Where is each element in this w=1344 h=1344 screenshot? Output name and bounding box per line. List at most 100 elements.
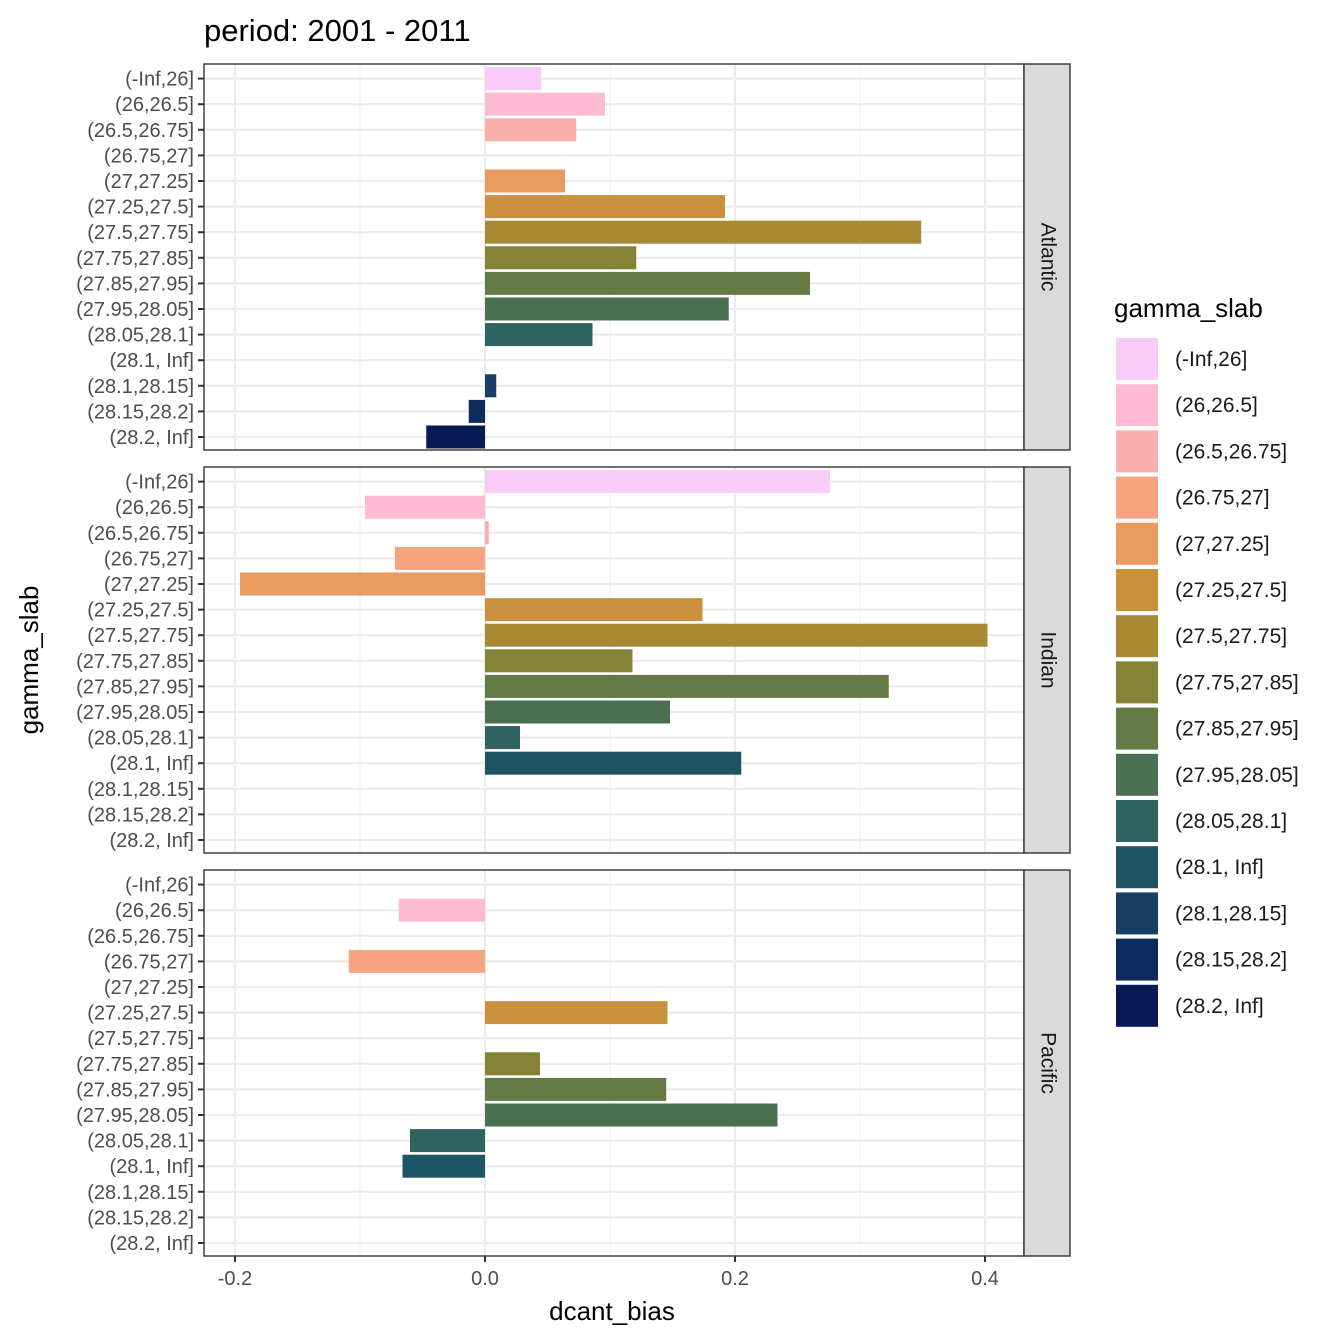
y-tick-label: (27.5,27.75] bbox=[87, 222, 194, 244]
legend-label: (26.75,27] bbox=[1175, 487, 1270, 510]
x-tick-label: -0.2 bbox=[218, 1268, 252, 1290]
y-tick-label: (27,27.25] bbox=[104, 171, 194, 193]
bar-atlantic-6 bbox=[485, 220, 922, 244]
y-tick-label: (28.05,28.1] bbox=[87, 325, 194, 347]
y-tick-label: (27.25,27.5] bbox=[87, 197, 194, 219]
y-tick-label: (26.75,27] bbox=[104, 548, 194, 570]
x-axis: -0.2 0.0 0.2 0.4 bbox=[218, 1256, 999, 1290]
bar-atlantic-1 bbox=[485, 92, 605, 116]
bar-indian-4 bbox=[240, 572, 485, 596]
legend-key bbox=[1116, 892, 1158, 935]
y-tick-label: (28.15,28.2] bbox=[87, 804, 194, 826]
y-tick-label: (27.75,27.85] bbox=[76, 1054, 194, 1076]
y-tick-label: (27.75,27.85] bbox=[76, 248, 194, 270]
panel-atlantic: (-Inf,26] (26,26.5] (26.5,26.75] (26.75,27]… bbox=[76, 63, 1071, 451]
y-tick-label: (26,26.5] bbox=[115, 497, 194, 519]
x-tick-label: 0.0 bbox=[471, 1268, 499, 1290]
bar-indian-11 bbox=[485, 751, 742, 775]
legend-key bbox=[1116, 522, 1158, 565]
facet-strip-label: Atlantic bbox=[1036, 223, 1059, 292]
y-tick-label: (26.5,26.75] bbox=[87, 926, 194, 948]
bar-indian-0 bbox=[485, 470, 830, 494]
legend-label: (27.85,27.95] bbox=[1175, 718, 1299, 741]
bar-indian-10 bbox=[485, 726, 520, 750]
legend-label: (-Inf,26] bbox=[1175, 348, 1247, 371]
y-tick-label: (27.95,28.05] bbox=[76, 1105, 194, 1127]
y-tick-label: (26.5,26.75] bbox=[87, 523, 194, 545]
legend-key bbox=[1116, 430, 1158, 473]
y-tick-label: (27.85,27.95] bbox=[76, 676, 194, 698]
y-tick-label: (27,27.25] bbox=[104, 977, 194, 999]
legend-key bbox=[1116, 615, 1158, 658]
bar-pacific-7 bbox=[485, 1052, 540, 1076]
bar-atlantic-0 bbox=[485, 67, 542, 91]
y-tick-label: (28.15,28.2] bbox=[87, 1207, 194, 1229]
bar-atlantic-2 bbox=[485, 118, 577, 142]
facet-strip bbox=[1023, 63, 1071, 451]
y-tick-label: (-Inf,26] bbox=[125, 875, 194, 897]
y-tick-label: (28.05,28.1] bbox=[87, 728, 194, 750]
y-tick-label: (28.1, Inf] bbox=[110, 1156, 195, 1178]
y-tick-label: (27.5,27.75] bbox=[87, 1028, 194, 1050]
legend-key bbox=[1116, 384, 1158, 427]
legend-label: (27.5,27.75] bbox=[1175, 625, 1287, 648]
bar-indian-6 bbox=[485, 623, 988, 647]
legend-key bbox=[1116, 707, 1158, 750]
x-axis-title: dcant_bias bbox=[549, 1296, 675, 1326]
y-tick-label: (28.2, Inf] bbox=[110, 830, 195, 852]
y-tick-label: (27.25,27.5] bbox=[87, 600, 194, 622]
bar-indian-3 bbox=[395, 546, 485, 570]
y-tick-label: (27.75,27.85] bbox=[76, 651, 194, 673]
bar-pacific-3 bbox=[348, 949, 485, 973]
y-tick-label: (27.95,28.05] bbox=[76, 702, 194, 724]
y-tick-label: (26,26.5] bbox=[115, 900, 194, 922]
bar-indian-7 bbox=[485, 649, 633, 673]
bar-atlantic-10 bbox=[485, 323, 593, 347]
bar-atlantic-7 bbox=[485, 246, 637, 270]
facet-panels: (-Inf,26] (26,26.5] (26.5,26.75] (26.75,27]… bbox=[76, 63, 1071, 1257]
bar-atlantic-9 bbox=[485, 297, 729, 321]
bar-pacific-10 bbox=[410, 1129, 485, 1153]
bar-pacific-9 bbox=[485, 1103, 778, 1127]
legend-label: (27,27.25] bbox=[1175, 533, 1270, 556]
bar-atlantic-13 bbox=[468, 399, 485, 423]
y-tick-label: (27,27.25] bbox=[104, 574, 194, 596]
bar-pacific-1 bbox=[398, 898, 485, 922]
y-axis-title: gamma_slab bbox=[14, 586, 44, 735]
y-tick-label: (27.95,28.05] bbox=[76, 299, 194, 321]
y-tick-label: (27.25,27.5] bbox=[87, 1003, 194, 1025]
bar-pacific-5 bbox=[485, 1001, 668, 1025]
legend-key bbox=[1116, 984, 1158, 1027]
y-tick-label: (28.1, Inf] bbox=[110, 753, 195, 775]
y-tick-label: (28.2, Inf] bbox=[110, 1233, 195, 1255]
legend-label: (27.25,27.5] bbox=[1175, 579, 1287, 602]
y-tick-label: (26.75,27] bbox=[104, 145, 194, 167]
legend-label: (28.2, Inf] bbox=[1175, 995, 1264, 1018]
legend-label: (28.1, Inf] bbox=[1175, 856, 1264, 879]
bar-atlantic-4 bbox=[485, 169, 565, 193]
facet-strip-label: Indian bbox=[1036, 631, 1059, 688]
legend-label: (28.15,28.2] bbox=[1175, 949, 1287, 972]
y-tick-label: (28.05,28.1] bbox=[87, 1131, 194, 1153]
legend-key bbox=[1116, 661, 1158, 704]
panel-pacific: (-Inf,26] (26,26.5] (26.5,26.75] (26.75,27]… bbox=[76, 869, 1071, 1257]
facet-strip-label: Pacific bbox=[1036, 1032, 1059, 1094]
legend: gamma_slab (-Inf,26] (26,26.5] (26.5,26.75… bbox=[1114, 293, 1299, 1027]
y-tick-label: (27.85,27.95] bbox=[76, 273, 194, 295]
legend-label: (27.95,28.05] bbox=[1175, 764, 1299, 787]
bar-indian-2 bbox=[485, 521, 489, 545]
x-tick-label: 0.2 bbox=[721, 1268, 749, 1290]
bar-indian-9 bbox=[485, 700, 670, 724]
bar-indian-5 bbox=[485, 598, 703, 622]
bar-pacific-8 bbox=[485, 1077, 667, 1101]
facet-strip bbox=[1023, 869, 1071, 1257]
legend-label: (26,26.5] bbox=[1175, 394, 1258, 417]
y-tick-label: (28.1,28.15] bbox=[87, 376, 194, 398]
y-tick-label: (26.5,26.75] bbox=[87, 120, 194, 142]
x-tick-label: 0.4 bbox=[971, 1268, 999, 1290]
bar-atlantic-8 bbox=[485, 271, 810, 295]
legend-key bbox=[1116, 753, 1158, 796]
panel-indian: (-Inf,26] (26,26.5] (26.5,26.75] (26.75,27]… bbox=[76, 466, 1071, 854]
y-tick-label: (-Inf,26] bbox=[125, 69, 194, 91]
legend-key bbox=[1116, 938, 1158, 981]
